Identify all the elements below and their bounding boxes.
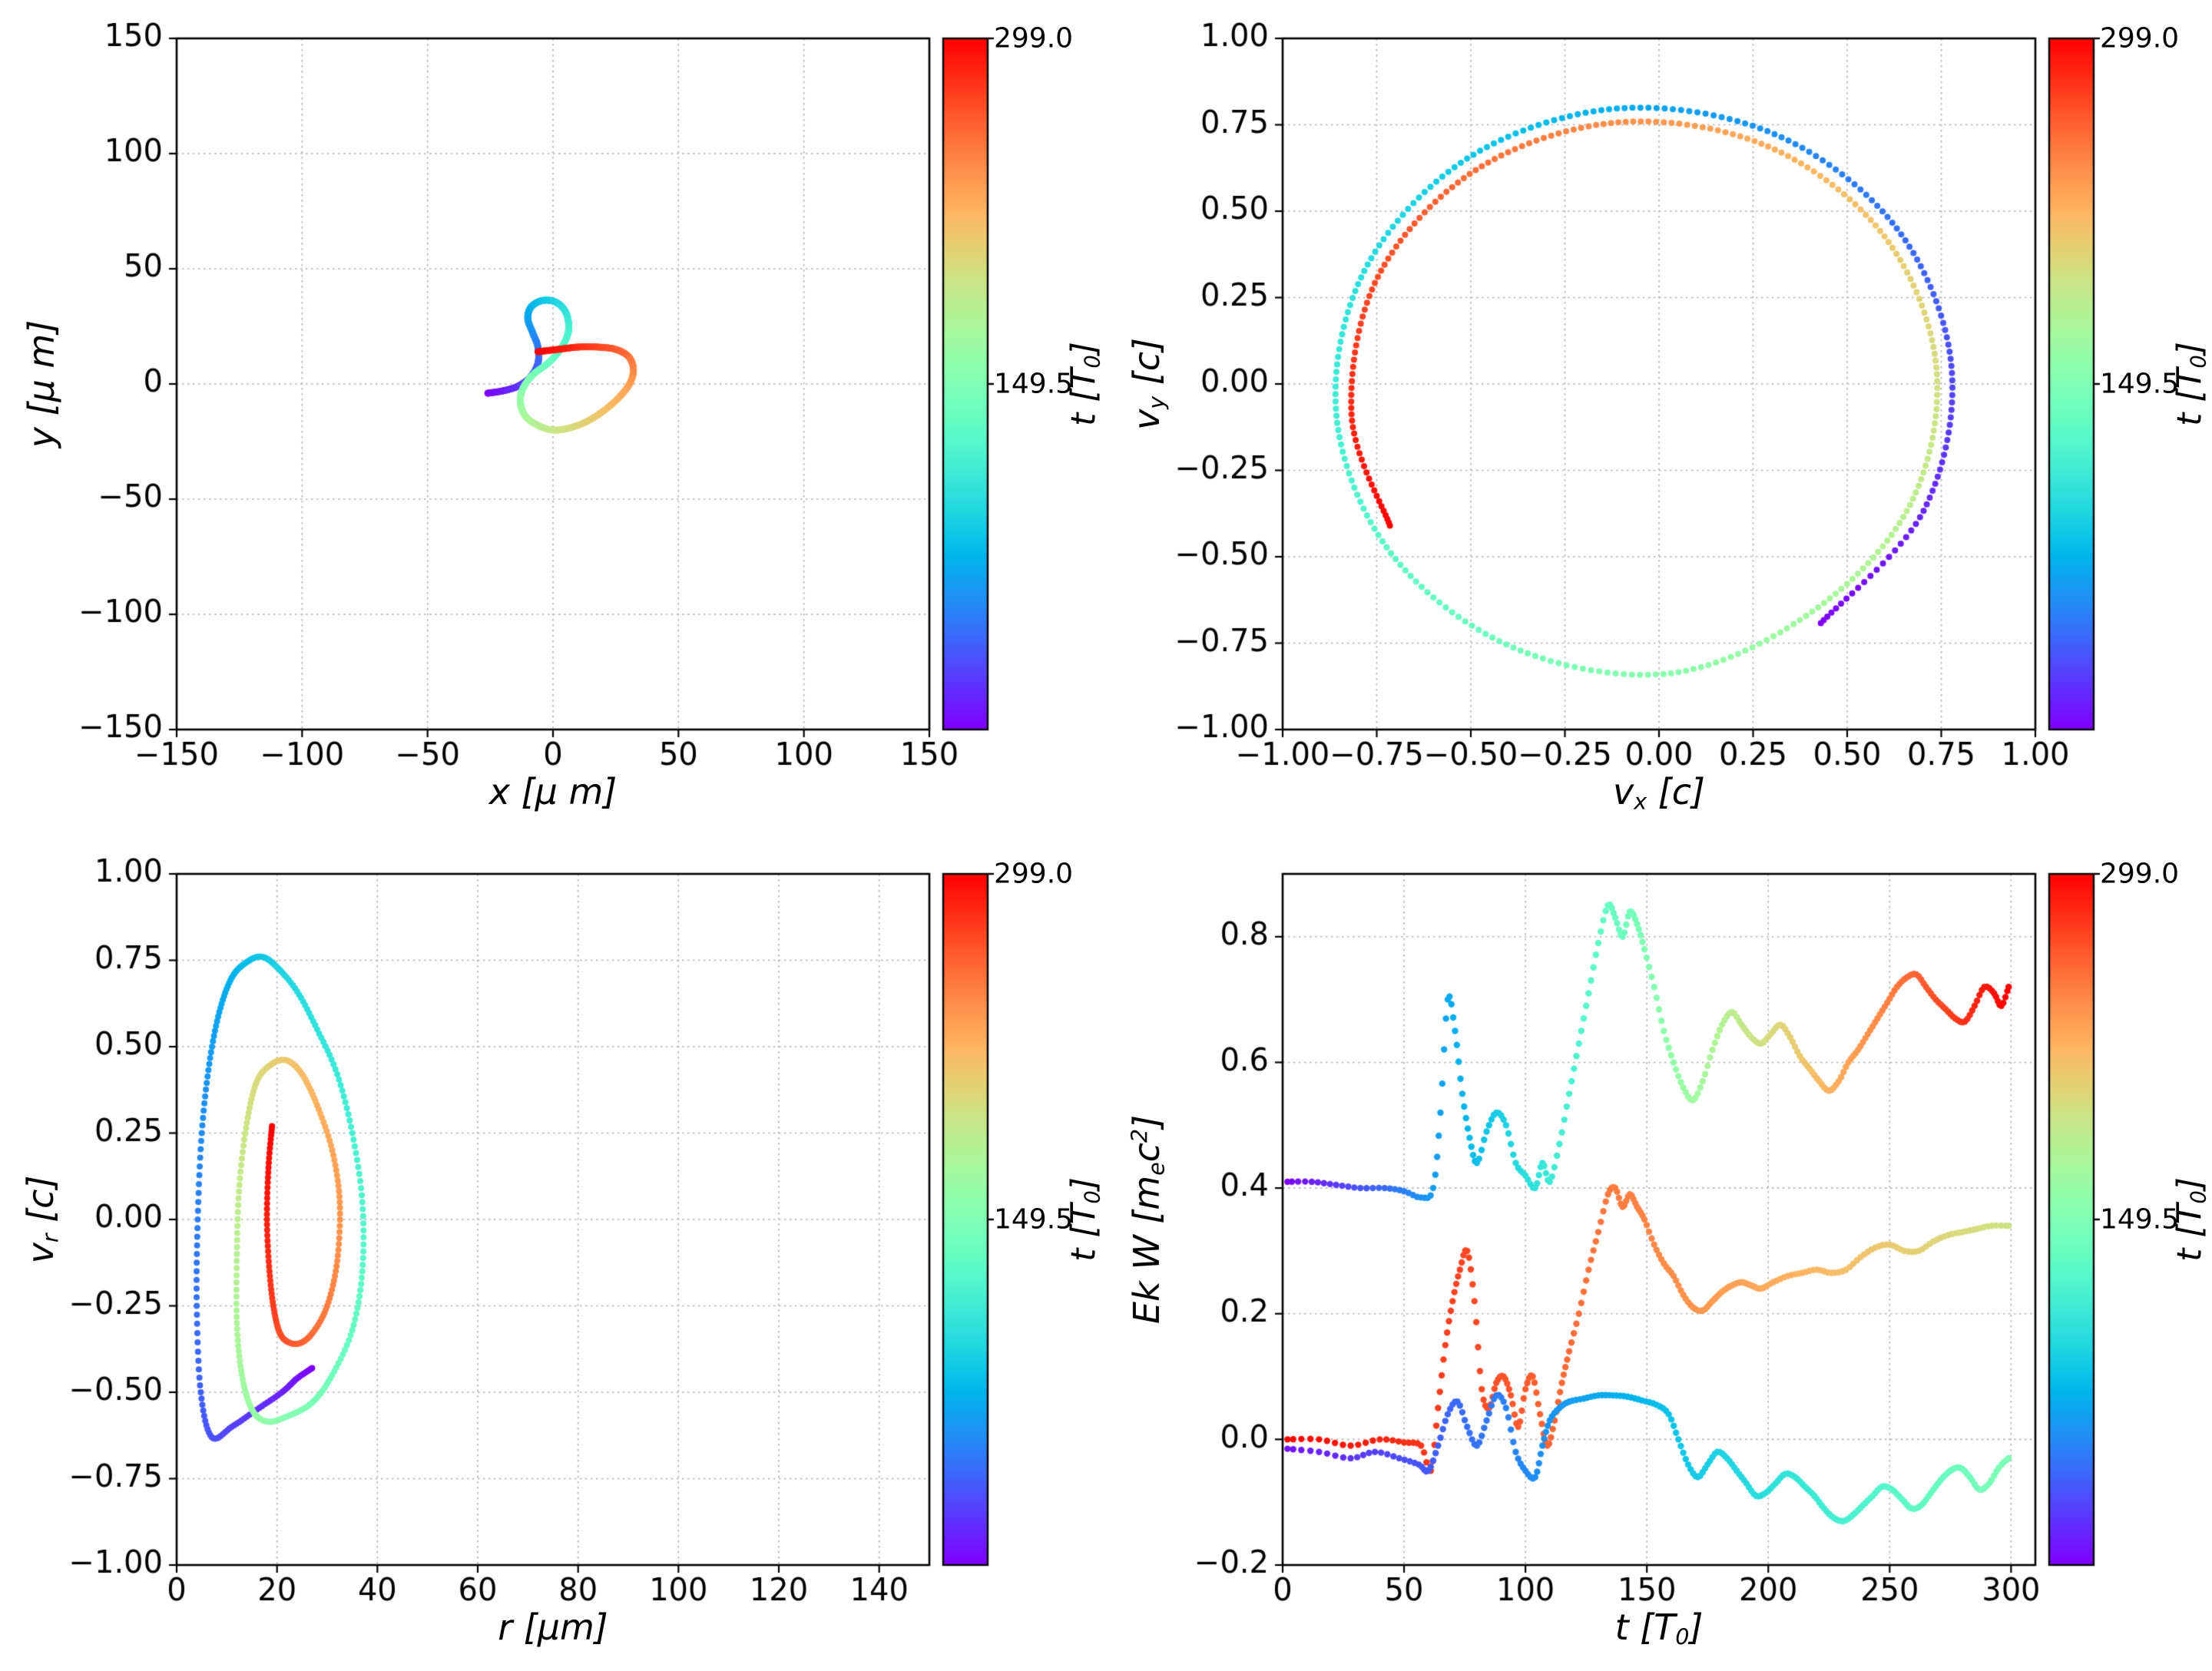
colorbar-label: t [T0] <box>1064 1177 1105 1262</box>
colorbar-label: t [T0] <box>1064 342 1105 426</box>
y-axis-label: vr [c] <box>19 1175 64 1264</box>
colorbar-mid-tick-label: 149.5 <box>994 1203 1074 1236</box>
colorbar-max-tick-label: 299.0 <box>994 22 1074 55</box>
energy-chart-canvas <box>1106 836 2212 1671</box>
plot-energy-vs-time: t [T0] Ek W [mec2] 299.0 149.5 t [T0] <box>1106 836 2212 1671</box>
colorbar-label: t [T0] <box>2170 1177 2211 1262</box>
colorbar-max-tick-label: 299.0 <box>994 858 1074 890</box>
y-axis-label: Ek W [mec2] <box>1125 1114 1170 1325</box>
plot-radial-phase: r [μm] vr [c] 299.0 149.5 t [T0] <box>0 836 1106 1671</box>
colorbar-label: t [T0] <box>2170 342 2211 426</box>
x-axis-label: vx [c] <box>1613 771 1705 815</box>
colorbar-mid-tick-label: 149.5 <box>994 368 1074 400</box>
plot-velocity-vx-vy: vx [c] vy [c] 299.0 149.5 t [T0] <box>1106 0 2212 836</box>
x-axis-label: t [T0] <box>1614 1606 1704 1650</box>
colorbar-mid-tick-label: 149.5 <box>2100 368 2180 400</box>
x-axis-label: x [μ m] <box>488 771 618 812</box>
colorbar-mid-tick-label: 149.5 <box>2100 1203 2180 1236</box>
y-axis-label: vy [c] <box>1125 338 1170 430</box>
y-axis-label: y [μ m] <box>21 319 62 448</box>
colorbar-max-tick-label: 299.0 <box>2100 22 2180 55</box>
rvr-chart-canvas <box>0 836 1106 1671</box>
plot-position-xy: x [μ m] y [μ m] 299.0 149.5 t [T0] <box>0 0 1106 836</box>
x-axis-label: r [μm] <box>498 1606 608 1648</box>
colorbar-max-tick-label: 299.0 <box>2100 858 2180 890</box>
vxvy-chart-canvas <box>1106 0 2212 836</box>
xy-chart-canvas <box>0 0 1106 836</box>
